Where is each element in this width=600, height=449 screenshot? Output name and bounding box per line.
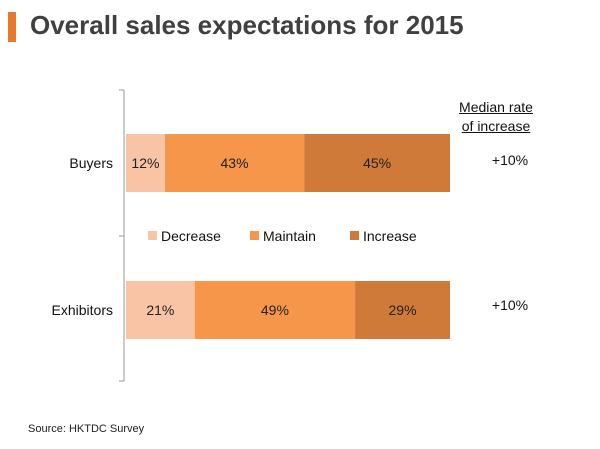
legend-label-maintain: Maintain: [263, 228, 316, 244]
legend-label-decrease: Decrease: [161, 228, 221, 244]
data-label-buyers-decrease: 12%: [131, 155, 159, 171]
median-rate-buyers: +10%: [491, 152, 529, 168]
category-label-exhibitors: Exhibitors: [52, 302, 113, 318]
bar-buyers-increase: [304, 134, 450, 192]
page-title: Overall sales expectations for 2015: [30, 10, 464, 40]
legend-swatch-increase: [350, 231, 359, 240]
data-label-exhibitors-increase: 29%: [389, 302, 417, 318]
bar-buyers-maintain: [164, 134, 305, 192]
bar-exhibitors-increase: [355, 281, 450, 339]
bar-buyers-decrease: [126, 134, 165, 192]
data-label-buyers-maintain: 43%: [221, 155, 249, 171]
category-label-buyers: Buyers: [69, 155, 113, 171]
title-accent-bar: [8, 12, 16, 42]
median-rate-header: Median rate of increase: [448, 98, 544, 136]
bar-exhibitors-decrease: [126, 281, 195, 339]
data-label-exhibitors-maintain: 49%: [261, 302, 289, 318]
bar-exhibitors-maintain: [194, 281, 356, 339]
legend-label-increase: Increase: [363, 228, 417, 244]
data-label-buyers-increase: 45%: [363, 155, 391, 171]
median-rate-header-line2: of increase: [461, 118, 531, 134]
source-note: Source: HKTDC Survey: [28, 423, 145, 435]
legend-swatch-decrease: [148, 231, 157, 240]
data-label-exhibitors-decrease: 21%: [146, 302, 174, 318]
median-rate-exhibitors: +10%: [491, 297, 529, 313]
median-rate-header-line1: Median rate: [459, 99, 533, 115]
legend-swatch-maintain: [250, 231, 259, 240]
